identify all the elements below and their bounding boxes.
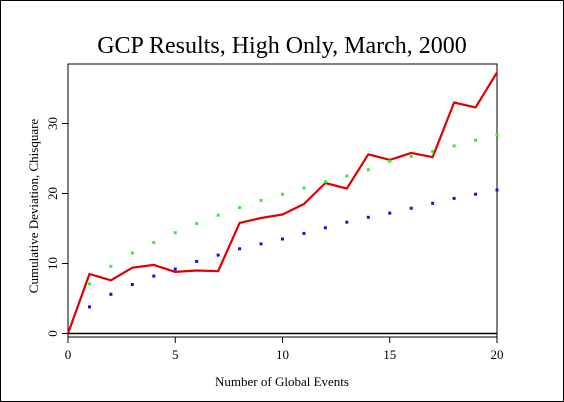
series-point-1 <box>87 282 91 286</box>
x-tick-label: 10 <box>276 347 289 362</box>
series-point-2 <box>259 242 263 246</box>
series-point-2 <box>302 231 306 235</box>
x-tick-label: 5 <box>172 347 179 362</box>
series-point-2 <box>130 283 134 286</box>
series-point-1 <box>238 206 242 209</box>
plot-area <box>67 63 498 338</box>
series-layer <box>66 71 499 334</box>
series-point-2 <box>281 237 284 241</box>
series-point-1 <box>152 241 156 244</box>
series-point-2 <box>474 192 478 196</box>
series-point-2 <box>216 253 220 257</box>
series-point-1 <box>302 186 306 190</box>
series-point-1 <box>109 264 113 268</box>
x-axis-label: Number of Global Events <box>215 374 349 389</box>
series-point-1 <box>495 133 499 137</box>
y-tick-label: 30 <box>45 117 60 130</box>
series-point-1 <box>345 174 349 178</box>
series-point-2 <box>173 267 177 271</box>
series-point-1 <box>366 168 370 172</box>
series-point-1 <box>281 192 284 196</box>
series-line-0 <box>66 71 498 334</box>
series-point-2 <box>431 201 435 205</box>
x-tick-label: 20 <box>491 347 504 362</box>
series-point-2 <box>152 274 156 278</box>
x-axis: 0 5 10 15 20 <box>65 337 504 362</box>
series-point-2 <box>452 196 456 200</box>
y-axis: 0 10 20 30 <box>45 117 68 337</box>
series-point-2 <box>195 259 199 263</box>
series-point-1 <box>474 138 478 142</box>
series-point-1 <box>130 251 134 255</box>
series-point-2 <box>109 292 113 296</box>
series-point-2 <box>87 305 91 309</box>
series-point-2 <box>388 211 392 215</box>
chart-title: GCP Results, High Only, March, 2000 <box>97 33 467 59</box>
x-tick-label: 0 <box>65 347 72 362</box>
x-tick-label: 15 <box>383 347 396 362</box>
series-point-1 <box>388 159 392 163</box>
y-tick-label: 0 <box>45 330 60 337</box>
series-point-1 <box>323 180 327 184</box>
series-point-1 <box>452 144 456 148</box>
series-point-1 <box>216 213 220 217</box>
y-axis-label: Cumulative Deviation, Chisquare <box>26 119 41 294</box>
series-point-2 <box>238 247 242 251</box>
series-point-1 <box>259 199 263 202</box>
series-point-2 <box>366 215 370 219</box>
series-point-2 <box>495 188 499 192</box>
series-point-1 <box>431 150 435 153</box>
series-point-1 <box>409 154 413 158</box>
series-point-2 <box>409 206 413 210</box>
series-point-1 <box>173 231 177 235</box>
series-point-2 <box>345 220 349 224</box>
series-point-1 <box>195 222 199 226</box>
series-point-2 <box>323 226 327 230</box>
y-tick-label: 10 <box>45 257 60 270</box>
y-tick-label: 20 <box>45 187 60 200</box>
